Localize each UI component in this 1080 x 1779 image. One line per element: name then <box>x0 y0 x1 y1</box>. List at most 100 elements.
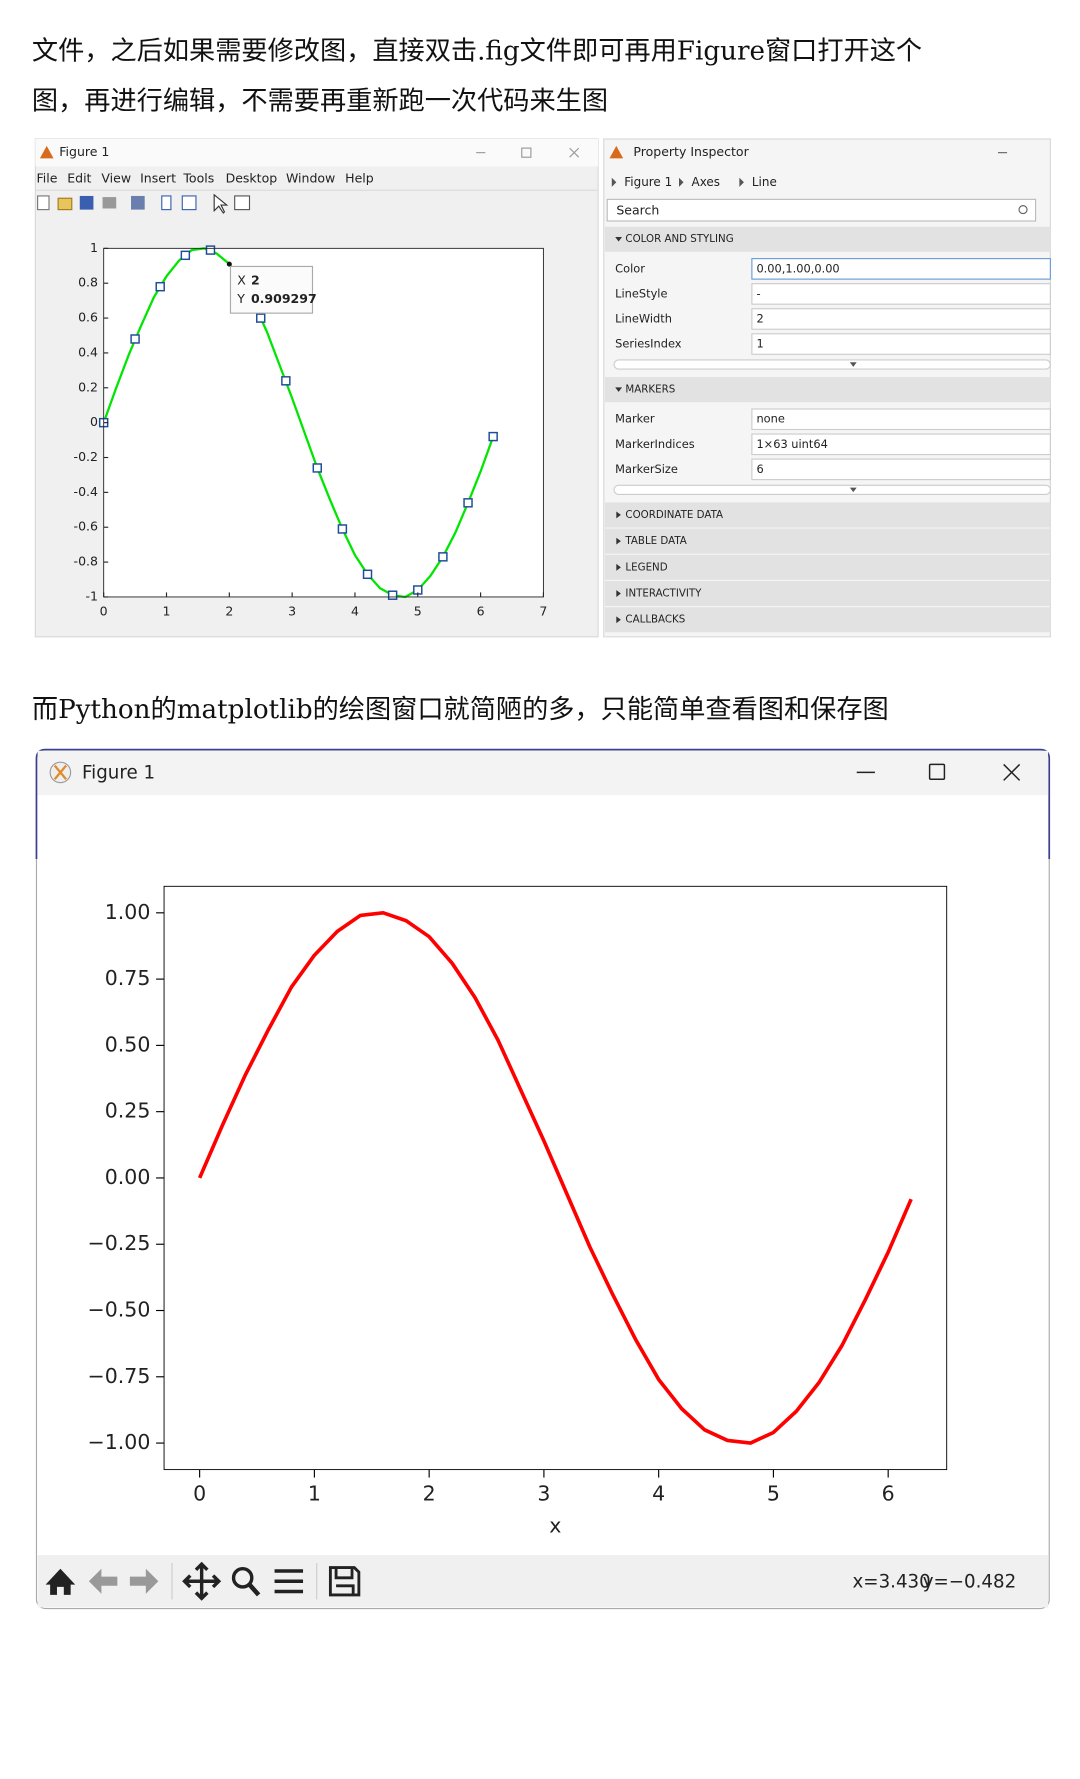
property-value-box[interactable] <box>751 308 1051 330</box>
datatip-point <box>226 261 232 267</box>
window-title: Figure 1 <box>59 144 109 159</box>
section-header[interactable] <box>604 377 1051 403</box>
section-header[interactable] <box>604 607 1051 633</box>
section-title: MARKERS <box>625 384 675 396</box>
tool-icon[interactable] <box>131 195 145 210</box>
pan-icon[interactable] <box>182 1561 222 1601</box>
series-line <box>102 247 495 599</box>
tool-icon[interactable] <box>234 195 251 211</box>
x-tick-label: 6 <box>882 1482 895 1506</box>
forward-icon[interactable] <box>129 1568 159 1594</box>
tool-icon[interactable] <box>102 197 117 209</box>
data-marker <box>488 431 498 442</box>
x-tick-label: 5 <box>767 1482 780 1506</box>
menu-item[interactable]: File <box>36 170 57 185</box>
y-tick-label: 0.00 <box>105 1165 151 1189</box>
x-tick-label: 3 <box>288 603 296 618</box>
data-marker <box>337 524 348 534</box>
menu-item[interactable]: Tools <box>182 170 214 185</box>
property-inspector: Property Inspector Search Figure 1 Axes Li… <box>603 138 1051 638</box>
section-arrow <box>616 616 621 624</box>
breadcrumb-arrow <box>678 177 684 187</box>
property-value-box[interactable] <box>751 283 1051 305</box>
breadcrumb-item[interactable]: Figure 1 <box>624 175 672 189</box>
menu-item[interactable]: View <box>101 170 131 185</box>
collapse-handle[interactable] <box>613 484 1051 495</box>
y-tick-label: -0.8 <box>74 554 98 569</box>
y-tick-label: 0.2 <box>78 379 98 394</box>
section-arrow <box>616 537 621 545</box>
data-marker <box>281 376 291 386</box>
status-y: y=−0.482 <box>923 1571 1016 1592</box>
x-tick-label: 1 <box>163 603 171 618</box>
section-header[interactable] <box>604 554 1051 580</box>
maximize-button[interactable] <box>928 763 946 780</box>
menu-item[interactable]: Window <box>286 170 335 185</box>
data-marker <box>155 281 165 292</box>
section-header[interactable] <box>604 226 1051 252</box>
menu-item[interactable]: Desktop <box>226 170 278 185</box>
datatip-box <box>229 265 314 314</box>
property-value-box[interactable] <box>751 458 1051 481</box>
back-icon[interactable] <box>88 1568 118 1594</box>
menu-item[interactable]: Insert <box>140 170 176 185</box>
property-name: Color <box>615 261 645 275</box>
x-tick-label: 0 <box>100 603 108 618</box>
python-plot: −1.00 −0.75 −0.50 −0.25 0.00 0.25 0.50 0.75 1.00… <box>88 885 948 1538</box>
search-icon <box>1018 205 1028 215</box>
tool-icon[interactable] <box>181 195 197 211</box>
menu-item[interactable]: Edit <box>67 170 91 185</box>
window-border <box>35 748 1051 859</box>
data-marker <box>256 313 266 323</box>
property-value-box[interactable] <box>751 433 1051 456</box>
breadcrumb-arrow <box>611 177 617 187</box>
property-value: none <box>756 412 784 426</box>
tool-icon[interactable] <box>213 193 229 214</box>
section-arrow <box>616 511 621 519</box>
property-name: SeriesIndex <box>615 337 682 351</box>
datatip-label: X <box>237 273 246 288</box>
breadcrumb-item[interactable]: Line <box>752 175 777 189</box>
property-value-box[interactable] <box>751 333 1051 355</box>
app-icon <box>39 145 54 159</box>
y-tick-label: −0.25 <box>88 1231 151 1255</box>
close-button[interactable] <box>569 147 580 158</box>
zoom-icon[interactable] <box>231 1566 254 1589</box>
tool-icon[interactable] <box>79 195 94 210</box>
x-tick-label: 0 <box>193 1482 206 1506</box>
section-header[interactable] <box>604 581 1051 607</box>
paragraph-line: 图，再进行编辑，不需要再重新跑一次代码来生图 <box>32 87 608 117</box>
section-arrow <box>615 236 623 242</box>
panel-title: Property Inspector <box>633 144 749 159</box>
section-arrow <box>616 590 621 597</box>
menu-item[interactable]: Help <box>345 170 374 185</box>
section-header[interactable] <box>604 528 1051 554</box>
property-value: 6 <box>756 462 763 476</box>
configure-icon[interactable] <box>274 1569 304 1594</box>
x-tick-label: 2 <box>423 1482 436 1506</box>
save-icon[interactable] <box>328 1566 361 1597</box>
tool-icon[interactable] <box>57 197 73 211</box>
paragraph-line: 而Python的matplotlib的绘图窗口就简陋的多，只能简单查看图和保存图 <box>32 695 889 725</box>
matlab-plot: -1 -0.8 -0.6 -0.4 -0.2 0 0.2 0.4 0.6 0.8 1 0 1 2 3 4 5 6 7… <box>74 240 548 618</box>
y-tick-label: 0.6 <box>78 310 98 325</box>
y-tick-label: -0.4 <box>74 484 98 499</box>
tool-icon[interactable] <box>161 195 172 211</box>
breadcrumb-item[interactable]: Axes <box>692 175 720 189</box>
property-value-box[interactable] <box>751 258 1051 280</box>
matlab-window: Figure 1 File Edit View Insert Tools Desktop W… <box>34 138 599 638</box>
title-bar <box>37 750 1049 796</box>
collapse-handle[interactable] <box>613 359 1051 370</box>
zoom-icon <box>247 1583 261 1597</box>
property-value-box[interactable] <box>751 408 1051 431</box>
search-box[interactable] <box>606 198 1037 222</box>
data-marker <box>438 552 448 562</box>
tool-icon[interactable] <box>37 195 50 211</box>
close-button[interactable] <box>1003 763 1021 781</box>
section-header[interactable] <box>604 502 1051 528</box>
x-tick-label: 3 <box>537 1482 550 1506</box>
maximize-button[interactable] <box>521 147 532 158</box>
home-icon[interactable] <box>45 1568 76 1595</box>
